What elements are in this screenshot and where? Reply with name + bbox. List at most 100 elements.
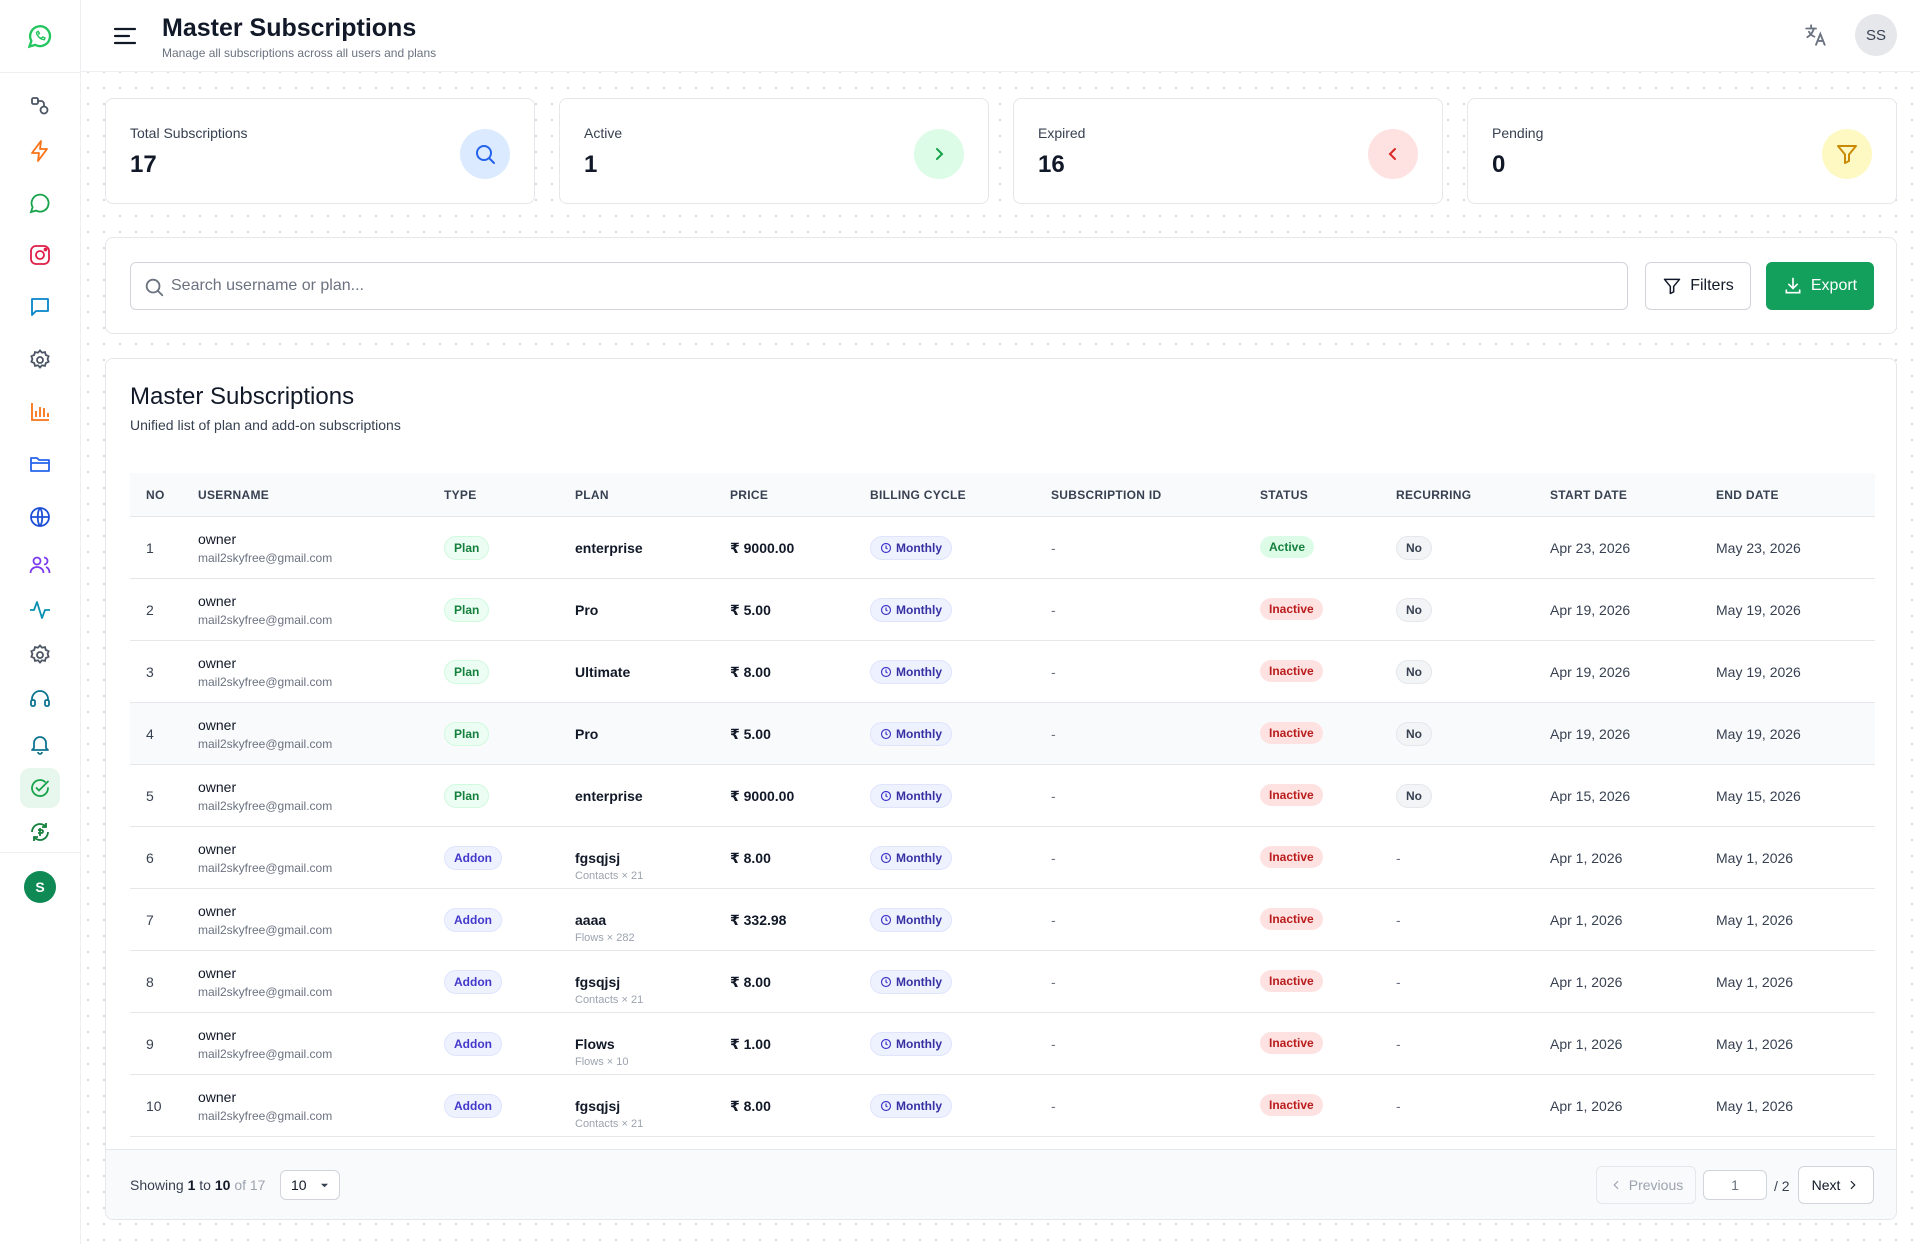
- subscriptions-icon[interactable]: [20, 768, 60, 808]
- price-cell: ₹ 9000.00: [730, 788, 795, 804]
- column-header-price[interactable]: PRICE: [730, 488, 769, 502]
- type-badge: Plan: [444, 536, 490, 560]
- table-row[interactable]: 2 owner mail2skyfree@gmail.com Plan Pro ₹ 5.0…: [130, 579, 1875, 641]
- user-email: mail2skyfree@gmail.com: [198, 613, 333, 627]
- page-size-value: 10: [291, 1177, 307, 1193]
- export-button[interactable]: Export: [1766, 262, 1874, 310]
- column-header-no[interactable]: NO: [146, 488, 165, 502]
- column-header-start-date[interactable]: START DATE: [1550, 488, 1628, 502]
- clock-icon: [880, 914, 892, 926]
- folder-icon[interactable]: [20, 444, 60, 484]
- clock-icon: [880, 852, 892, 864]
- table-row[interactable]: 7 owner mail2skyfree@gmail.com Addon aaaa Flo…: [130, 889, 1875, 951]
- notifications-icon[interactable]: [20, 724, 60, 764]
- user-avatar[interactable]: SS: [1855, 14, 1897, 56]
- page-number-input[interactable]: [1703, 1170, 1767, 1200]
- billing-label: Monthly: [896, 789, 942, 803]
- sidebar-avatar[interactable]: S: [24, 871, 56, 903]
- table-header: NO USERNAME TYPE PLAN PRICE BILLING CYCL…: [130, 473, 1875, 517]
- billing-badge: Monthly: [870, 908, 952, 932]
- showing-to-word: to: [199, 1177, 211, 1193]
- instagram-icon[interactable]: [20, 235, 60, 275]
- clock-icon: [880, 604, 892, 616]
- billing-label: Monthly: [896, 851, 942, 865]
- table-row[interactable]: 10 owner mail2skyfree@gmail.com Addon fgsqjs…: [130, 1075, 1875, 1137]
- whatsapp-logo-icon[interactable]: [20, 20, 60, 52]
- row-number: 1: [146, 540, 154, 556]
- stat-label: Active: [584, 125, 623, 141]
- chat-icon[interactable]: [20, 287, 60, 327]
- settings-icon[interactable]: [20, 340, 60, 380]
- table-row[interactable]: 8 owner mail2skyfree@gmail.com Addon fgsqjsj…: [130, 951, 1875, 1013]
- plan-cell: fgsqjsj Contacts × 21: [575, 850, 643, 882]
- status-badge: Inactive: [1260, 1094, 1323, 1116]
- billing-cell: Monthly: [870, 1094, 952, 1118]
- status-cell: Inactive: [1260, 908, 1323, 930]
- stat-label: Total Subscriptions: [130, 125, 248, 141]
- status-cell: Inactive: [1260, 1032, 1323, 1054]
- status-cell: Inactive: [1260, 784, 1323, 806]
- table-row[interactable]: 6 owner mail2skyfree@gmail.com Addon fgsqjsj…: [130, 827, 1875, 889]
- column-header-end-date[interactable]: END DATE: [1716, 488, 1779, 502]
- billing-label: Monthly: [896, 1037, 942, 1051]
- table-row[interactable]: 3 owner mail2skyfree@gmail.com Plan Ultimate…: [130, 641, 1875, 703]
- analytics-icon[interactable]: [20, 392, 60, 432]
- globe-icon[interactable]: [20, 497, 60, 537]
- table-row[interactable]: 4 owner mail2skyfree@gmail.com Plan Pro ₹ 5.0…: [130, 703, 1875, 765]
- column-header-billing-cycle[interactable]: BILLING CYCLE: [870, 488, 966, 502]
- page-total: / 2: [1774, 1178, 1790, 1194]
- stat-card-active: Active 1: [559, 98, 989, 204]
- username-cell: owner mail2skyfree@gmail.com: [198, 965, 332, 999]
- column-header-subscription-id[interactable]: SUBSCRIPTION ID: [1051, 488, 1162, 502]
- column-header-status[interactable]: STATUS: [1260, 488, 1309, 502]
- connections-icon[interactable]: [20, 86, 60, 126]
- table-row[interactable]: 9 owner mail2skyfree@gmail.com Addon Flows Fl…: [130, 1013, 1875, 1075]
- recurring-badge: No: [1396, 784, 1432, 808]
- refresh-icon[interactable]: [20, 812, 60, 852]
- end-date-cell: May 19, 2026: [1716, 664, 1801, 680]
- next-page-button[interactable]: Next: [1798, 1166, 1874, 1204]
- support-icon[interactable]: [20, 679, 60, 719]
- menu-icon[interactable]: [111, 22, 139, 50]
- translate-icon[interactable]: [1803, 22, 1829, 48]
- plan-detail: Contacts × 21: [575, 994, 644, 1006]
- subscription-id-cell: -: [1051, 540, 1056, 556]
- previous-page-button[interactable]: Previous: [1596, 1166, 1696, 1204]
- lightning-icon[interactable]: [20, 131, 60, 171]
- clock-icon: [880, 1100, 892, 1112]
- row-number: 5: [146, 788, 154, 804]
- table-row[interactable]: 1 owner mail2skyfree@gmail.com Plan enterpri…: [130, 517, 1875, 579]
- column-header-recurring[interactable]: RECURRING: [1396, 488, 1472, 502]
- billing-label: Monthly: [896, 727, 942, 741]
- price-cell: ₹ 332.98: [730, 912, 787, 928]
- column-header-username[interactable]: USERNAME: [198, 488, 270, 502]
- user-email: mail2skyfree@gmail.com: [198, 737, 333, 751]
- activity-icon[interactable]: [20, 590, 60, 630]
- row-number: 7: [146, 912, 154, 928]
- chevron-right-icon: [1851, 1180, 1856, 1190]
- plan-detail: Contacts × 21: [575, 1118, 644, 1130]
- status-badge: Inactive: [1260, 598, 1323, 620]
- table-row[interactable]: 5 owner mail2skyfree@gmail.com Plan enterpri…: [130, 765, 1875, 827]
- subscription-id-cell: -: [1051, 664, 1056, 680]
- config-icon[interactable]: [20, 635, 60, 675]
- plan-cell: enterprise: [575, 788, 643, 804]
- whatsapp-icon[interactable]: [20, 183, 60, 223]
- search-input[interactable]: [171, 263, 1611, 309]
- recurring-cell: No: [1396, 598, 1432, 622]
- row-number: 8: [146, 974, 154, 990]
- recurring-badge: No: [1396, 536, 1432, 560]
- start-date-cell: Apr 1, 2026: [1550, 912, 1623, 928]
- type-badge: Plan: [444, 598, 490, 622]
- stat-value: 17: [130, 151, 157, 178]
- billing-badge: Monthly: [870, 536, 952, 560]
- end-date-cell: May 1, 2026: [1716, 974, 1794, 990]
- column-header-plan[interactable]: PLAN: [575, 488, 609, 502]
- users-icon[interactable]: [20, 545, 60, 585]
- showing-prefix: Showing: [130, 1177, 184, 1193]
- page-size-select[interactable]: 10: [280, 1170, 340, 1200]
- filters-button[interactable]: Filters: [1645, 262, 1751, 310]
- clock-icon: [880, 542, 892, 554]
- column-header-type[interactable]: TYPE: [444, 488, 477, 502]
- row-number: 4: [146, 726, 154, 742]
